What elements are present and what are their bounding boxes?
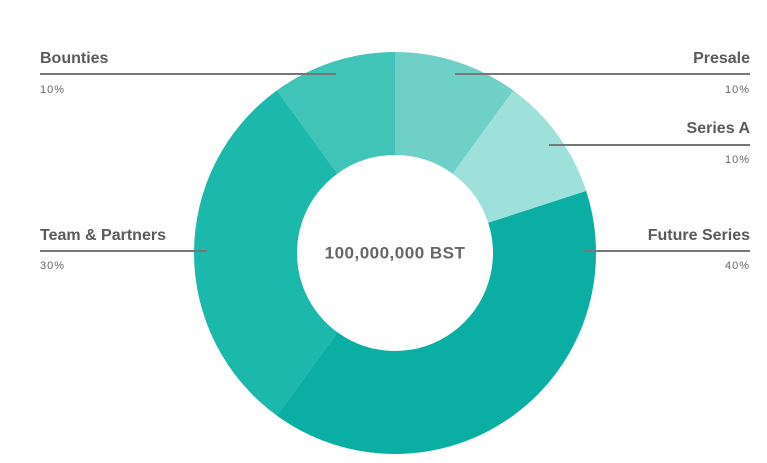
slice-percent: 30%	[40, 260, 65, 272]
slice-percent: 10%	[40, 84, 65, 96]
slice-label: Team & Partners	[40, 227, 166, 244]
slice-label: Presale	[693, 50, 750, 67]
donut-slice	[276, 190, 596, 455]
slice-label: Bounties	[40, 50, 109, 67]
donut-slice	[395, 52, 514, 174]
slice-percent: 40%	[725, 260, 750, 272]
slice-label: Future Series	[648, 227, 750, 244]
center-label: 100,000,000 BST	[325, 243, 466, 262]
donut-slice	[276, 52, 395, 174]
donut-slice	[193, 90, 338, 416]
donut-slice	[452, 90, 587, 223]
slice-percent: 10%	[725, 154, 750, 166]
slice-percent: 10%	[725, 84, 750, 96]
slice-label: Series A	[687, 120, 751, 137]
